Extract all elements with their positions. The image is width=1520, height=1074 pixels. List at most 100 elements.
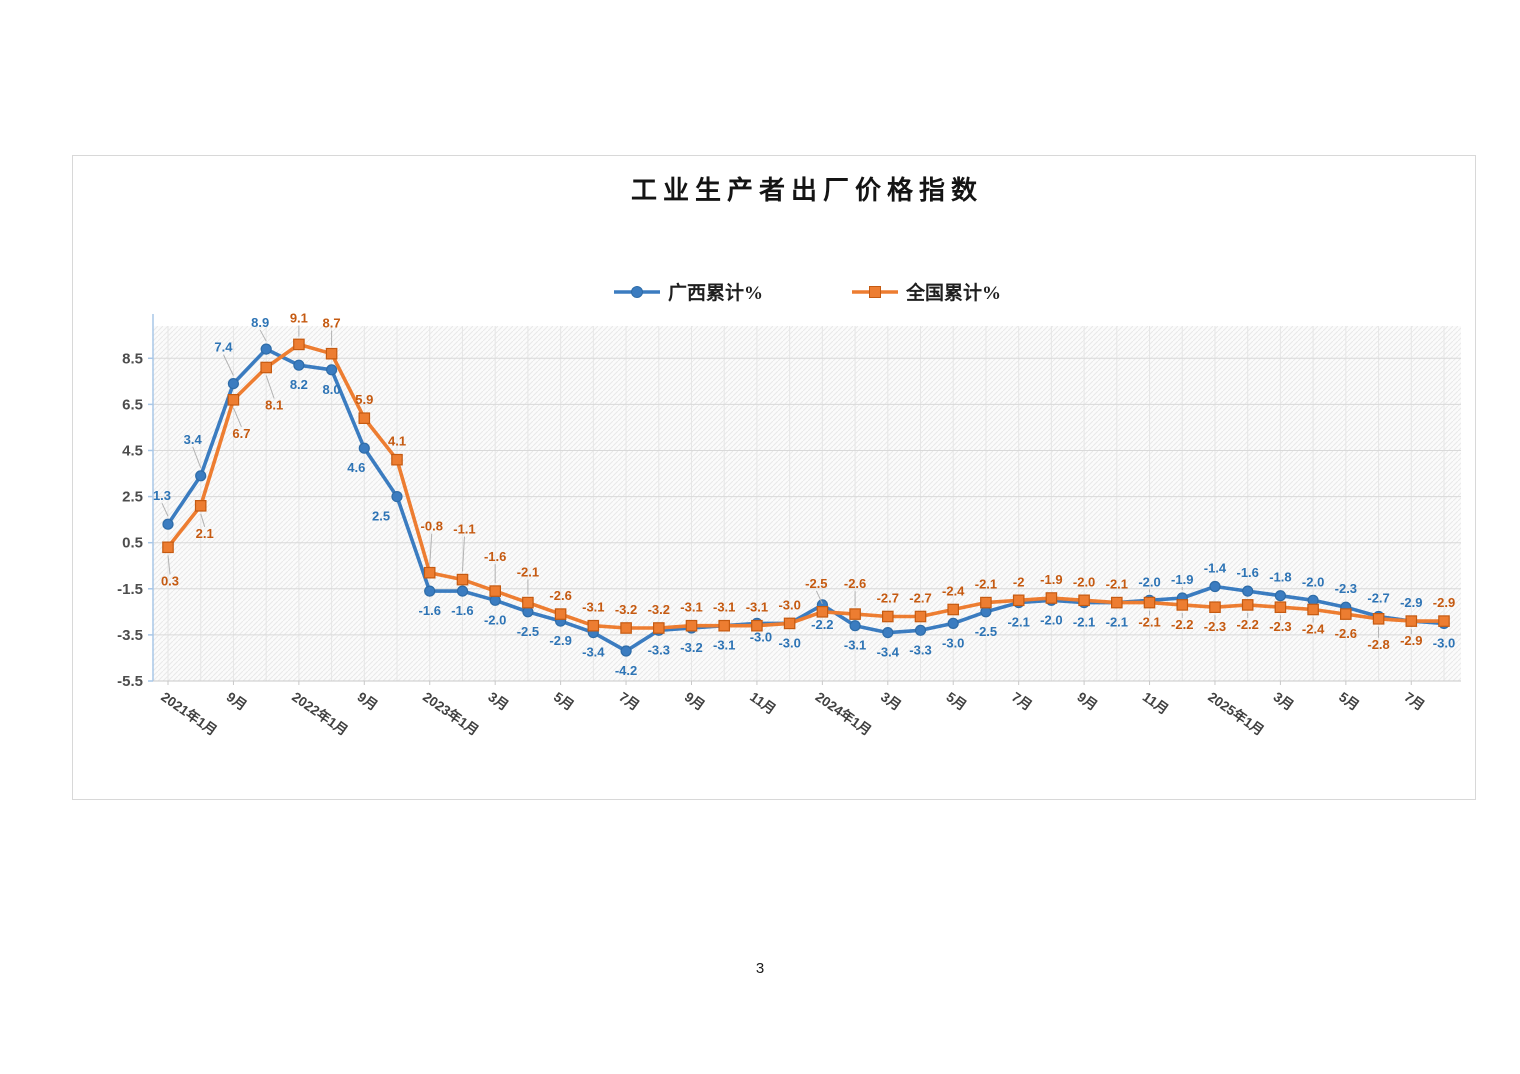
chart-container: 8.5 6.5 4.5 2.5 0.5 -1.5 -3.5 -5.5 2021年1月 9月 2022… bbox=[72, 155, 1476, 800]
svg-text:5.9: 5.9 bbox=[355, 392, 373, 407]
svg-text:7月: 7月 bbox=[1009, 689, 1035, 713]
svg-text:-1.9: -1.9 bbox=[1171, 572, 1193, 587]
svg-text:9月: 9月 bbox=[224, 689, 250, 713]
svg-text:-1.6: -1.6 bbox=[1236, 565, 1258, 580]
svg-text:-2.7: -2.7 bbox=[909, 590, 931, 605]
svg-text:-2.5: -2.5 bbox=[517, 624, 539, 639]
svg-text:-3.1: -3.1 bbox=[713, 638, 735, 653]
svg-text:8.2: 8.2 bbox=[290, 377, 308, 392]
svg-text:3月: 3月 bbox=[1271, 689, 1297, 713]
svg-text:-3.0: -3.0 bbox=[778, 597, 800, 612]
svg-text:-3.0: -3.0 bbox=[750, 629, 772, 644]
svg-text:-1.8: -1.8 bbox=[1269, 570, 1291, 585]
svg-text:2.5: 2.5 bbox=[122, 489, 143, 506]
svg-text:-2.0: -2.0 bbox=[1302, 574, 1324, 589]
svg-text:-2.1: -2.1 bbox=[517, 565, 539, 580]
svg-text:-0.8: -0.8 bbox=[421, 519, 443, 534]
svg-text:-1.9: -1.9 bbox=[1040, 572, 1062, 587]
svg-text:-3.0: -3.0 bbox=[1433, 635, 1455, 650]
svg-text:-3.2: -3.2 bbox=[615, 602, 637, 617]
svg-text:3月: 3月 bbox=[485, 689, 511, 713]
line-circle-marker-icon bbox=[613, 285, 661, 299]
svg-text:-2.8: -2.8 bbox=[1367, 637, 1389, 652]
chart-title: 工业生产者出厂价格指数 bbox=[630, 176, 983, 205]
svg-text:7月: 7月 bbox=[616, 689, 642, 713]
svg-text:-2.0: -2.0 bbox=[1138, 574, 1160, 589]
svg-text:8.5: 8.5 bbox=[122, 350, 143, 367]
svg-text:8.0: 8.0 bbox=[323, 382, 341, 397]
svg-text:2022年1月: 2022年1月 bbox=[289, 688, 351, 738]
svg-text:9.1: 9.1 bbox=[290, 310, 308, 325]
svg-text:-1.6: -1.6 bbox=[419, 603, 441, 618]
svg-text:-3.1: -3.1 bbox=[746, 600, 768, 615]
series-national: 0.3 2.1 6.7 8.1 9.1 8.7 5.9 4.1 -0.8 -1.1 -1.6 -2.1… bbox=[161, 310, 1455, 651]
svg-text:1.3: 1.3 bbox=[153, 488, 171, 503]
svg-text:2.1: 2.1 bbox=[196, 526, 214, 541]
svg-text:11月: 11月 bbox=[747, 689, 778, 717]
y-axis: 8.5 6.5 4.5 2.5 0.5 -1.5 -3.5 -5.5 bbox=[117, 314, 154, 690]
svg-text:5月: 5月 bbox=[551, 689, 577, 713]
svg-text:-2.3: -2.3 bbox=[1204, 619, 1226, 634]
svg-text:-2.7: -2.7 bbox=[877, 590, 899, 605]
svg-text:4.5: 4.5 bbox=[122, 442, 143, 459]
legend-item-guangxi: 广西累计% bbox=[613, 278, 763, 305]
svg-text:11月: 11月 bbox=[1140, 689, 1171, 717]
svg-text:6.5: 6.5 bbox=[122, 396, 143, 413]
svg-text:-2.2: -2.2 bbox=[1236, 617, 1258, 632]
plot-background bbox=[153, 326, 1461, 681]
svg-text:0.5: 0.5 bbox=[122, 535, 143, 552]
svg-text:8.7: 8.7 bbox=[323, 316, 341, 331]
svg-text:-2: -2 bbox=[1013, 574, 1025, 589]
svg-text:-2.1: -2.1 bbox=[975, 577, 997, 592]
chart-legend: 广西累计% 全国累计% bbox=[153, 278, 1461, 305]
svg-text:-3.1: -3.1 bbox=[680, 600, 702, 615]
svg-text:-2.9: -2.9 bbox=[1433, 595, 1455, 610]
svg-text:-2.0: -2.0 bbox=[484, 612, 506, 627]
svg-text:5月: 5月 bbox=[944, 689, 970, 713]
svg-text:-2.5: -2.5 bbox=[805, 576, 827, 591]
svg-text:6.7: 6.7 bbox=[232, 426, 250, 441]
svg-text:-2.1: -2.1 bbox=[1073, 615, 1095, 630]
svg-text:-1.6: -1.6 bbox=[451, 603, 473, 618]
legend-label-guangxi: 广西累计% bbox=[667, 283, 763, 304]
svg-text:2025年1月: 2025年1月 bbox=[1205, 688, 1267, 738]
svg-text:-2.1: -2.1 bbox=[1106, 577, 1128, 592]
svg-text:-3.4: -3.4 bbox=[877, 645, 900, 660]
svg-text:8.9: 8.9 bbox=[251, 315, 269, 330]
svg-text:-2.3: -2.3 bbox=[1269, 619, 1291, 634]
svg-text:9月: 9月 bbox=[355, 689, 381, 713]
svg-text:-2.2: -2.2 bbox=[811, 617, 833, 632]
x-axis: 2021年1月 9月 2022年1月 9月 2023年1月 3月 5月 7月 9月 11月 2024… bbox=[153, 680, 1461, 738]
svg-text:-2.6: -2.6 bbox=[844, 576, 866, 591]
svg-text:2.5: 2.5 bbox=[372, 509, 390, 524]
svg-text:2024年1月: 2024年1月 bbox=[813, 688, 875, 738]
svg-text:-3.2: -3.2 bbox=[648, 602, 670, 617]
svg-text:-2.3: -2.3 bbox=[1335, 581, 1357, 596]
svg-text:-2.6: -2.6 bbox=[549, 588, 571, 603]
svg-text:-2.4: -2.4 bbox=[942, 584, 965, 599]
svg-text:-3.4: -3.4 bbox=[582, 645, 605, 660]
svg-text:-2.1: -2.1 bbox=[1007, 615, 1029, 630]
svg-text:-2.9: -2.9 bbox=[1400, 595, 1422, 610]
svg-text:-3.0: -3.0 bbox=[942, 635, 964, 650]
svg-text:9月: 9月 bbox=[682, 689, 708, 713]
svg-text:-3.3: -3.3 bbox=[909, 642, 931, 657]
svg-text:8.1: 8.1 bbox=[265, 397, 283, 412]
svg-text:-4.2: -4.2 bbox=[615, 663, 637, 678]
svg-text:-2.6: -2.6 bbox=[1335, 626, 1357, 641]
svg-text:-2.4: -2.4 bbox=[1302, 622, 1325, 637]
svg-text:-5.5: -5.5 bbox=[117, 673, 143, 690]
svg-text:7.4: 7.4 bbox=[214, 340, 233, 355]
svg-text:-3.1: -3.1 bbox=[713, 600, 735, 615]
svg-text:-3.3: -3.3 bbox=[648, 642, 670, 657]
line-square-marker-icon bbox=[851, 285, 899, 299]
svg-text:-3.5: -3.5 bbox=[117, 627, 143, 644]
svg-text:7月: 7月 bbox=[1402, 689, 1428, 713]
svg-text:3月: 3月 bbox=[878, 689, 904, 713]
svg-text:5月: 5月 bbox=[1336, 689, 1362, 713]
svg-text:2023年1月: 2023年1月 bbox=[420, 688, 482, 738]
svg-text:-2.9: -2.9 bbox=[1400, 633, 1422, 648]
svg-text:3.4: 3.4 bbox=[184, 432, 203, 447]
